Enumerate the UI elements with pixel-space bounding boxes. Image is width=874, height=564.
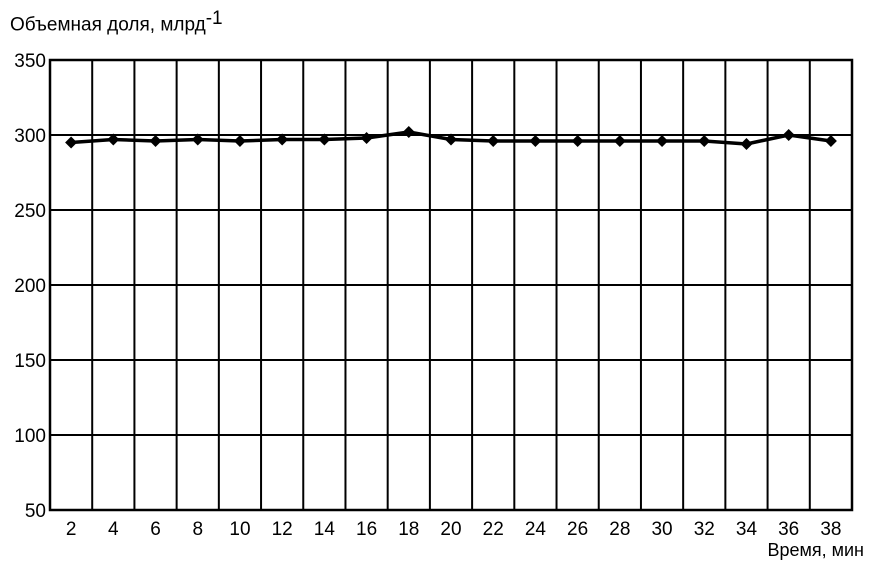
- x-tick-label: 22: [483, 519, 504, 540]
- x-tick-label: 34: [736, 519, 758, 540]
- data-point-marker: [233, 135, 246, 147]
- x-tick-label: 14: [314, 519, 336, 540]
- x-tick-label: 20: [440, 519, 461, 540]
- x-tick-label: 10: [229, 519, 250, 540]
- x-tick-label: 30: [651, 519, 672, 540]
- data-point-marker: [318, 133, 331, 146]
- y-axis-label-superscript: -1: [205, 8, 223, 29]
- data-point-marker: [402, 126, 415, 138]
- x-tick-label: 36: [778, 519, 799, 540]
- data-point-marker: [487, 135, 500, 147]
- x-tick-label: 32: [694, 519, 715, 540]
- data-point-marker: [529, 135, 542, 147]
- data-point-marker: [824, 135, 837, 147]
- x-tick-label: 38: [820, 519, 841, 540]
- data-point-marker: [191, 133, 204, 146]
- y-axis-ticks: 50 100 150 200 250 300 350: [14, 51, 46, 522]
- data-series: [65, 126, 837, 150]
- data-point-marker: [149, 135, 162, 147]
- x-tick-label: 16: [356, 519, 377, 540]
- plot-frame: [48, 58, 854, 512]
- y-axis-label: Объемная доля, млрд-1: [10, 8, 223, 36]
- x-tick-label: 8: [192, 519, 203, 540]
- grid: [48, 58, 854, 512]
- x-axis-label: Время, мин: [767, 540, 864, 560]
- x-tick-label: 2: [66, 519, 77, 540]
- data-point-marker: [782, 129, 795, 141]
- data-point-marker: [656, 135, 669, 147]
- x-tick-label: 12: [272, 519, 293, 540]
- y-tick-label: 50: [25, 501, 46, 522]
- data-point-marker: [65, 136, 78, 149]
- y-tick-label: 200: [14, 276, 46, 297]
- y-tick-label: 350: [14, 51, 46, 72]
- x-axis-ticks: 2 4 6 8 10 12 14 16 18 20 22 24 26 28 30 32 34 36 38: [66, 519, 842, 540]
- x-tick-label: 4: [108, 519, 119, 540]
- data-point-marker: [107, 133, 120, 146]
- data-point-marker: [613, 135, 626, 147]
- y-tick-label: 100: [14, 426, 46, 447]
- data-point-marker: [571, 135, 584, 147]
- data-point-marker: [360, 132, 373, 144]
- data-point-marker: [276, 133, 289, 146]
- x-tick-label: 6: [150, 519, 161, 540]
- data-point-marker: [740, 138, 753, 150]
- y-tick-label: 250: [14, 201, 46, 222]
- x-tick-label: 26: [567, 519, 588, 540]
- y-tick-label: 300: [14, 126, 46, 147]
- y-tick-label: 150: [14, 351, 46, 372]
- data-point-marker: [698, 135, 711, 147]
- y-axis-label-text: Объемная доля, млрд: [10, 14, 206, 36]
- data-point-marker: [445, 133, 457, 146]
- x-tick-label: 18: [398, 519, 419, 540]
- x-tick-label: 28: [609, 519, 630, 540]
- x-tick-label: 24: [525, 519, 547, 540]
